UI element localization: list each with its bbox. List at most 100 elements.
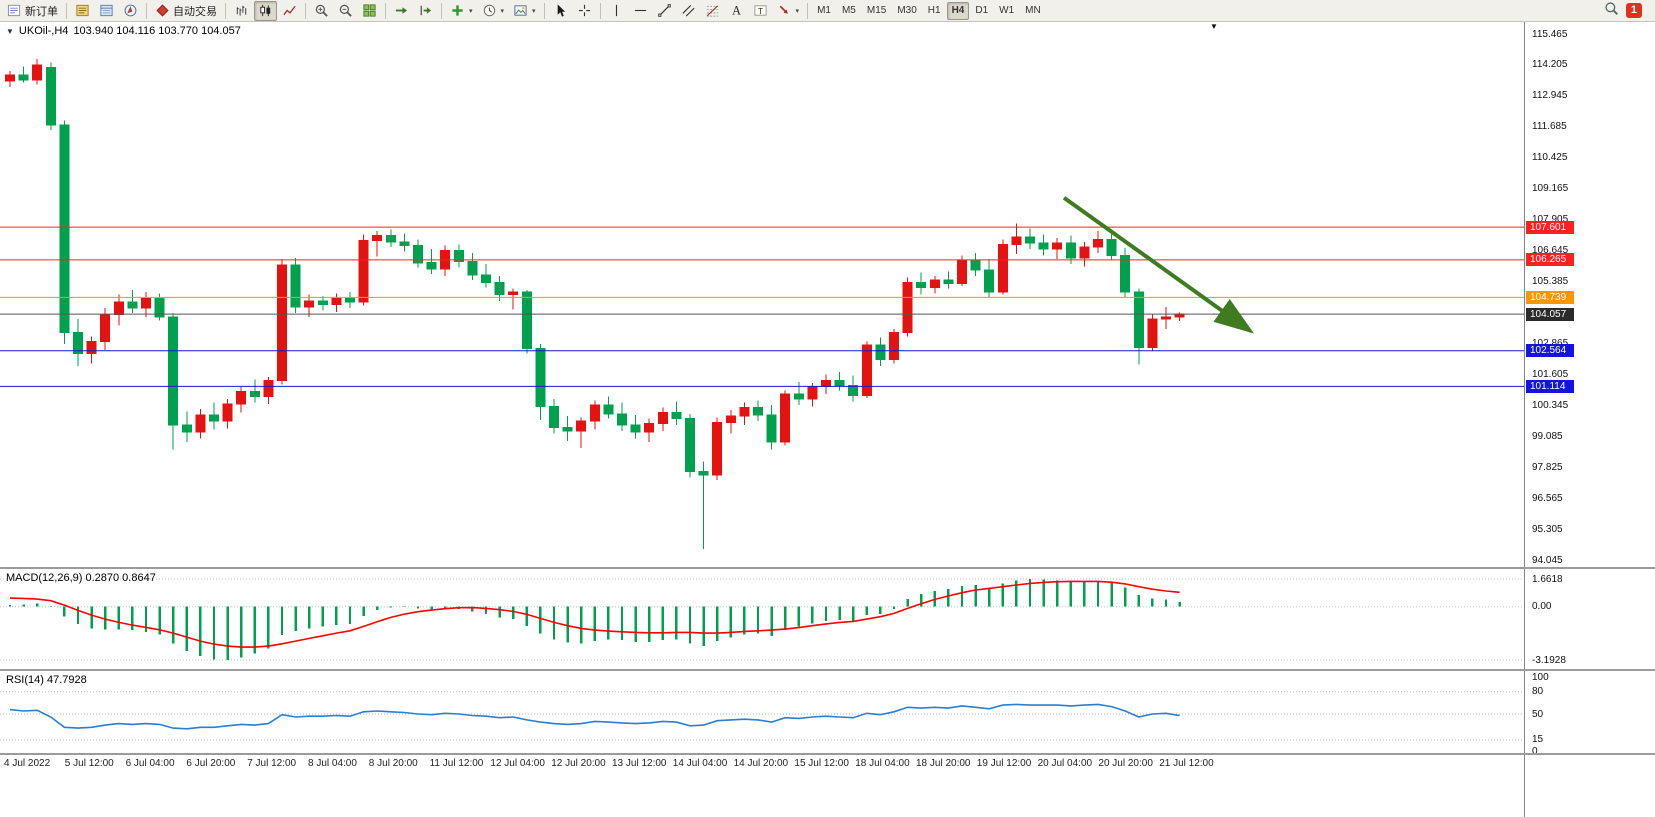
equidistant-channel-button[interactable] <box>677 1 700 21</box>
rsi-indicator-pane[interactable]: RSI(14) 47.7928 <box>0 671 1524 753</box>
trend-arrow-annotation[interactable] <box>1062 196 1255 334</box>
navigator-button[interactable] <box>119 1 142 21</box>
price-chart-pane[interactable]: ▼ UKOil-,H4 103.940 104.116 103.770 104.… <box>0 22 1524 567</box>
candlestick-chart-button[interactable] <box>254 0 277 21</box>
time-axis-label: 12 Jul 20:00 <box>551 758 606 769</box>
tile-windows-button[interactable] <box>358 1 381 21</box>
rsi-axis-label: 100 <box>1532 671 1549 683</box>
toolbar-right-group: 1 <box>1604 1 1652 21</box>
time-axis-label: 15 Jul 12:00 <box>794 758 849 769</box>
toolbar-separator <box>441 2 442 19</box>
price-axis-label: 94.045 <box>1532 554 1563 566</box>
line-chart-button[interactable] <box>278 1 301 21</box>
rsi-label: RSI(14) 47.7928 <box>6 674 87 686</box>
macd-indicator-pane[interactable]: MACD(12,26,9) 0.2870 0.8647 <box>0 569 1524 669</box>
price-axis-label: 101.605 <box>1532 368 1569 380</box>
macd-axis-label: 1.6618 <box>1532 573 1563 585</box>
price-chart-canvas <box>0 58 1524 549</box>
fibonacci-button[interactable] <box>701 1 724 21</box>
macd-canvas <box>0 578 1524 661</box>
horizontal-line-button[interactable] <box>629 1 652 21</box>
timeframe-button-h4[interactable]: H4 <box>946 1 970 20</box>
toolbar-separator <box>807 2 809 19</box>
macd-signal-line <box>9 580 1180 648</box>
time-axis-label: 20 Jul 20:00 <box>1098 758 1153 769</box>
new-order-button-label: 新订单 <box>25 5 58 18</box>
price-axis-label: 99.085 <box>1532 430 1563 442</box>
time-axis-label: 5 Jul 12:00 <box>64 758 114 769</box>
chart-shift-button[interactable] <box>414 1 437 21</box>
zoom-in-button[interactable] <box>310 1 333 21</box>
collapse-triangle-icon[interactable]: ▼ <box>6 26 14 36</box>
price-axis-label: 114.205 <box>1532 59 1568 71</box>
time-axis-label: 6 Jul 04:00 <box>125 758 175 769</box>
auto-scroll-button[interactable] <box>390 1 413 21</box>
rsi-line <box>9 703 1180 730</box>
time-axis-label: 20 Jul 04:00 <box>1037 758 1093 769</box>
indicators-button[interactable]: ▾ <box>446 1 477 21</box>
pane-separator[interactable] <box>0 567 1655 569</box>
data-window-button[interactable] <box>95 1 118 21</box>
dropdown-caret-icon[interactable]: ▾ <box>795 7 800 15</box>
dropdown-caret-icon[interactable]: ▾ <box>532 7 536 15</box>
dropdown-caret-icon[interactable]: ▾ <box>500 7 505 15</box>
crosshair-button[interactable] <box>573 1 596 21</box>
ohlc-values-label: 103.940 104.116 103.770 104.057 <box>73 25 241 37</box>
new-order-button[interactable]: 新订单 <box>3 1 62 21</box>
time-axis[interactable]: 4 Jul 2022 5 Jul 12:00 6 Jul 04:00 6 Jul 20… <box>0 755 1524 773</box>
main-toolbar: 新订单 自动交易 ▾ ▾ ▾ A T ▾ M1 M5 M15 M30 H1 H4 D1 W1 MN 1 <box>0 0 1655 22</box>
zoom-out-button[interactable] <box>334 1 357 21</box>
chart-shift-marker-icon[interactable]: ▼ <box>1210 22 1218 31</box>
search-icon[interactable] <box>1604 1 1619 21</box>
periods-button[interactable]: ▾ <box>478 1 509 21</box>
time-axis-label: 18 Jul 20:00 <box>916 758 971 769</box>
price-axis-label: 115.465 <box>1532 28 1568 40</box>
arrows-button[interactable]: ▾ <box>773 1 804 21</box>
toolbar-separator <box>146 2 147 19</box>
timeframe-button-h1[interactable]: H1 <box>927 5 941 16</box>
timeframe-button-d1[interactable]: D1 <box>975 5 989 16</box>
level-price-tag-107.601: 107.601 <box>1526 220 1574 234</box>
timeframe-button-m1[interactable]: M1 <box>817 5 831 16</box>
timeframe-button-mn[interactable]: MN <box>1025 5 1041 16</box>
price-axis-label: 96.565 <box>1532 492 1563 504</box>
trendline-button[interactable] <box>653 1 676 21</box>
toolbar-separator <box>66 2 67 19</box>
cursor-button[interactable] <box>549 1 572 21</box>
timeframe-button-m15[interactable]: M15 <box>866 5 887 16</box>
level-price-tag-101.114: 101.114 <box>1526 379 1574 393</box>
pane-separator[interactable] <box>0 669 1655 671</box>
macd-axis-label: 0.00 <box>1532 601 1552 613</box>
price-axis-label: 106.645 <box>1532 245 1569 257</box>
text-button[interactable]: A <box>725 1 748 21</box>
macd-histogram <box>8 579 1181 660</box>
templates-button[interactable]: ▾ <box>509 1 540 21</box>
macd-axis-label: -3.1928 <box>1532 654 1566 666</box>
time-axis-label: 14 Jul 20:00 <box>733 758 789 769</box>
svg-text:A: A <box>732 4 741 18</box>
level-price-tag-104.739: 104.739 <box>1526 290 1574 304</box>
time-axis-label: 21 Jul 12:00 <box>1159 758 1214 769</box>
level-price-tag-106.265: 106.265 <box>1526 253 1574 267</box>
pane-separator[interactable] <box>0 753 1655 755</box>
timeframe-button-m30[interactable]: M30 <box>897 5 917 16</box>
macd-grid <box>0 578 1524 661</box>
price-axis[interactable]: 115.465 114.205 112.945 111.685 110.425 109.1… <box>1524 22 1655 817</box>
price-axis-label: 110.425 <box>1532 152 1568 164</box>
price-axis-label: 97.825 <box>1532 461 1563 473</box>
rsi-canvas <box>0 691 1524 741</box>
market-watch-button[interactable] <box>71 1 94 21</box>
time-axis-label: 11 Jul 12:00 <box>429 758 484 769</box>
chart-title: ▼ UKOil-,H4 103.940 104.116 103.770 104.… <box>6 25 241 37</box>
timeframe-button-m5[interactable]: M5 <box>841 5 856 16</box>
dropdown-caret-icon[interactable]: ▾ <box>469 7 473 15</box>
price-axis-label: 109.165 <box>1532 183 1569 195</box>
vertical-line-button[interactable] <box>605 1 628 21</box>
timeframe-button-w1[interactable]: W1 <box>999 5 1015 16</box>
bar-chart-button[interactable] <box>230 1 253 21</box>
candlestick-series <box>5 58 1185 549</box>
text-label-button[interactable]: T <box>749 1 772 21</box>
autotrading-button[interactable]: 自动交易 <box>151 1 221 21</box>
toolbar-separator <box>599 2 601 19</box>
notification-badge[interactable]: 1 <box>1625 3 1642 18</box>
